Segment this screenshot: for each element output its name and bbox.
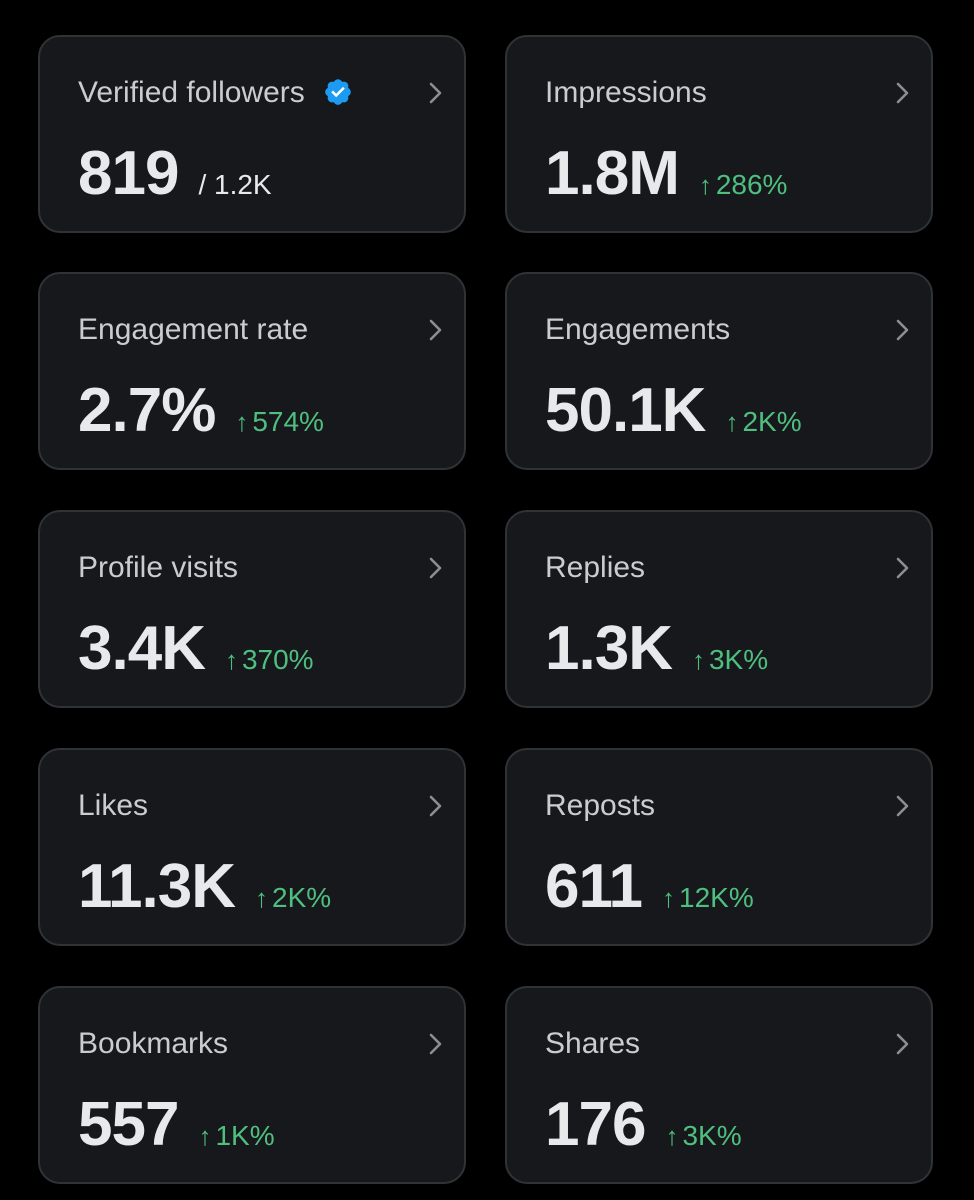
- metric-change: ↑ 3K%: [665, 1120, 741, 1152]
- metric-value-row: 611 ↑ 12K%: [545, 852, 754, 922]
- metric-value-row: 176 ↑ 3K%: [545, 1090, 742, 1160]
- metric-value-row: 3.4K ↑ 370%: [78, 614, 314, 684]
- metric-change-value: 1K%: [215, 1120, 275, 1151]
- metric-value: 50.1K: [545, 376, 706, 445]
- chevron-right-icon: [429, 795, 442, 817]
- metric-value-row: 50.1K ↑ 2K%: [545, 376, 802, 446]
- card-bookmarks[interactable]: Bookmarks 557 ↑ 1K%: [38, 986, 466, 1184]
- metric-change: ↑ 286%: [699, 169, 788, 201]
- metric-change-value: 3K%: [682, 1120, 742, 1151]
- arrow-up-icon: ↑: [725, 407, 739, 437]
- card-verified-followers[interactable]: Verified followers 819 / 1.2K: [38, 35, 466, 233]
- metric-total: / 1.2K: [198, 169, 272, 200]
- metric-value: 176: [545, 1090, 646, 1159]
- card-engagements[interactable]: Engagements 50.1K ↑ 2K%: [505, 272, 933, 470]
- card-engagement-rate[interactable]: Engagement rate 2.7% ↑ 574%: [38, 272, 466, 470]
- card-profile-visits[interactable]: Profile visits 3.4K ↑ 370%: [38, 510, 466, 708]
- metric-value-row: 819 / 1.2K: [78, 139, 272, 209]
- metric-label: Impressions: [545, 76, 707, 109]
- arrow-up-icon: ↑: [662, 883, 676, 913]
- metric-change-value: 370%: [241, 644, 314, 675]
- chevron-right-icon: [896, 82, 909, 104]
- metric-value-row: 11.3K ↑ 2K%: [78, 852, 331, 922]
- metric-value: 1.8M: [545, 139, 680, 208]
- metric-label: Engagement rate: [78, 313, 309, 346]
- metric-label: Profile visits: [78, 551, 239, 584]
- metric-change: ↑ 12K%: [662, 882, 754, 914]
- chevron-right-icon: [896, 795, 909, 817]
- metric-change: ↑ 2K%: [725, 406, 801, 438]
- metric-label: Engagements: [545, 313, 731, 346]
- chevron-right-icon: [429, 1033, 442, 1055]
- metric-change-value: 12K%: [679, 882, 754, 913]
- metric-label: Bookmarks: [78, 1027, 229, 1060]
- metric-value: 819: [78, 139, 179, 208]
- chevron-right-icon: [429, 82, 442, 104]
- metric-change: ↑ 3K%: [692, 644, 768, 676]
- arrow-up-icon: ↑: [224, 645, 238, 675]
- metric-value-row: 2.7% ↑ 574%: [78, 376, 324, 446]
- metric-change: ↑ 370%: [225, 644, 314, 676]
- card-shares[interactable]: Shares 176 ↑ 3K%: [505, 986, 933, 1184]
- chevron-right-icon: [429, 557, 442, 579]
- metric-label-row: Verified followers: [78, 75, 353, 111]
- card-replies[interactable]: Replies 1.3K ↑ 3K%: [505, 510, 933, 708]
- chevron-right-icon: [429, 319, 442, 341]
- verified-badge-icon: [325, 79, 351, 105]
- metric-label: Likes: [78, 789, 149, 822]
- metric-change-value: 286%: [715, 169, 788, 200]
- arrow-up-icon: ↑: [255, 883, 269, 913]
- metric-change-value: 3K%: [708, 644, 769, 675]
- metric-value: 3.4K: [78, 614, 206, 683]
- metric-value: 611: [545, 852, 643, 921]
- metric-value-row: 1.8M ↑ 286%: [545, 139, 787, 209]
- arrow-up-icon: ↑: [665, 1121, 679, 1151]
- arrow-up-icon: ↑: [691, 645, 705, 675]
- card-likes[interactable]: Likes 11.3K ↑ 2K%: [38, 748, 466, 946]
- metric-value: 1.3K: [545, 614, 673, 683]
- metric-value-row: 1.3K ↑ 3K%: [545, 614, 768, 684]
- arrow-up-icon: ↑: [698, 170, 712, 200]
- chevron-right-icon: [896, 557, 909, 579]
- metric-value-row: 557 ↑ 1K%: [78, 1090, 275, 1160]
- metric-label: Reposts: [545, 789, 656, 822]
- metric-change-value: 574%: [252, 406, 324, 437]
- chevron-right-icon: [896, 319, 909, 341]
- metric-value: 557: [78, 1090, 179, 1159]
- arrow-up-icon: ↑: [198, 1121, 212, 1151]
- metric-change: ↑ 574%: [235, 406, 324, 438]
- metric-value: 2.7%: [78, 376, 216, 445]
- metric-label: Replies: [545, 551, 646, 584]
- card-impressions[interactable]: Impressions 1.8M ↑ 286%: [505, 35, 933, 233]
- metric-change: ↑ 1K%: [198, 1120, 274, 1152]
- chevron-right-icon: [896, 1033, 909, 1055]
- metric-label: Shares: [545, 1027, 641, 1060]
- arrow-up-icon: ↑: [235, 407, 249, 437]
- metric-change: ↑ 2K%: [255, 882, 331, 914]
- metric-value: 11.3K: [78, 852, 236, 921]
- card-reposts[interactable]: Reposts 611 ↑ 12K%: [505, 748, 933, 946]
- metric-change-value: 2K%: [742, 406, 802, 437]
- metric-change-value: 2K%: [272, 882, 332, 913]
- metric-label: Verified followers: [78, 76, 305, 109]
